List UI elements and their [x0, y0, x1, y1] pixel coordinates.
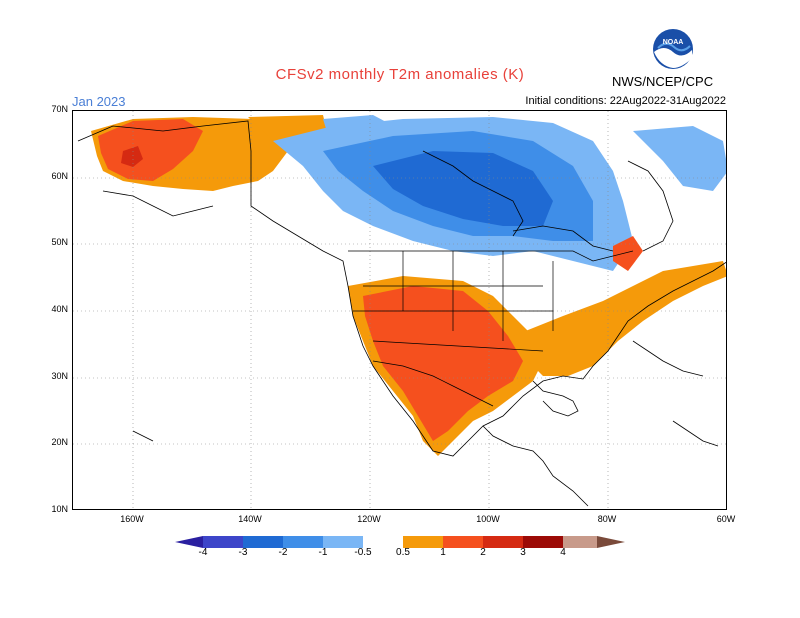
colorbar-swatch [597, 536, 625, 548]
map-canvas [73, 111, 726, 509]
colorbar-swatch [243, 536, 283, 548]
initial-conditions: Initial conditions: 22Aug2022-31Aug2022 [525, 95, 726, 107]
colorbar-swatch [283, 536, 323, 548]
colorbar-label: -4 [198, 547, 208, 558]
colorbar-label: -0.5 [354, 547, 372, 558]
lat-label: 50N [51, 237, 68, 247]
colorbar-label: 1 [440, 547, 446, 558]
colorbar-label: 4 [560, 547, 566, 558]
colorbar-swatch [483, 536, 523, 548]
southeast-anomaly [513, 261, 726, 376]
yukon-anomaly [248, 115, 328, 151]
borders [348, 250, 634, 407]
lon-label: 120W [357, 514, 381, 524]
lat-label: 10N [51, 504, 68, 514]
colorbar-label: 3 [520, 547, 526, 558]
colorbar-swatch [175, 536, 203, 548]
colorbar-label: -1 [318, 547, 328, 558]
lat-label: 60N [51, 171, 68, 181]
chart-title: CFSv2 monthly T2m anomalies (K) [275, 66, 525, 83]
colorbar-swatch [403, 536, 443, 548]
agency-label: NWS/NCEP/CPC [612, 74, 714, 89]
colorbar-swatch [443, 536, 483, 548]
lat-label: 20N [51, 437, 68, 447]
lon-label: 80W [597, 514, 617, 524]
forecast-month: Jan 2023 [72, 94, 126, 109]
southwest-anomaly [348, 276, 543, 456]
anomaly-map [72, 110, 727, 510]
lat-label: 70N [51, 104, 68, 114]
colorbar-swatch [323, 536, 363, 548]
colorbar-label: -3 [238, 547, 248, 558]
lat-label: 40N [51, 304, 68, 314]
lon-label: 140W [238, 514, 262, 524]
colorbar-swatch [203, 536, 243, 548]
lat-label: 30N [51, 371, 68, 381]
coastlines [77, 120, 726, 507]
lon-label: 100W [476, 514, 500, 524]
lon-label: 60W [716, 514, 736, 524]
colorbar-label: -2 [278, 547, 288, 558]
colorbar-label: 2 [480, 547, 486, 558]
canada-cold-anomaly [273, 115, 726, 271]
northeast-anomaly [613, 236, 643, 271]
lon-label: 160W [120, 514, 144, 524]
colorbar-swatch [563, 536, 597, 548]
colorbar [175, 536, 625, 548]
colorbar-swatch [363, 536, 403, 548]
colorbar-swatch [523, 536, 563, 548]
svg-text:NOAA: NOAA [663, 39, 684, 46]
alaska-anomaly [91, 117, 288, 191]
colorbar-label: 0.5 [396, 547, 410, 558]
noaa-logo-icon: NOAA [653, 29, 693, 69]
